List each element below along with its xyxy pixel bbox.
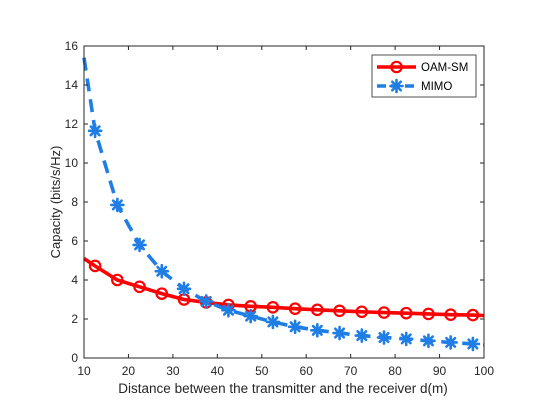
x-tick-label: 70 [344,364,358,378]
x-axis-label: Distance between the transmitter and the… [118,381,447,396]
data-point-mimo [443,335,458,350]
y-tick-label: 16 [65,39,79,53]
legend-entry-oam-sm: OAM-SM [377,60,468,74]
x-tick-label: 100 [474,364,494,378]
y-tick-label: 0 [71,351,78,365]
x-tick-label: 30 [166,364,180,378]
legend-label-oam-sm: OAM-SM [421,62,468,74]
y-tick-label: 10 [65,156,79,170]
data-point-oam-sm [422,307,435,321]
data-point-mimo [376,330,392,345]
data-point-mimo [110,197,125,213]
data-point-oam-sm [133,280,146,294]
legend-marker-oam-sm [390,60,403,74]
data-point-mimo [310,323,325,338]
data-point-oam-sm [466,308,480,322]
data-point-oam-sm [288,302,302,315]
data-point-mimo [198,294,214,309]
data-point-mimo [465,336,481,352]
data-point-mimo [421,333,436,349]
x-tick-label: 40 [211,364,225,378]
y-tick-label: 8 [71,195,78,209]
data-point-oam-sm [355,305,369,319]
y-tick-label: 6 [71,234,78,248]
data-point-mimo [287,319,303,335]
legend-label-mimo: MIMO [421,81,452,93]
data-point-oam-sm [311,303,324,317]
data-point-mimo [265,314,281,330]
data-point-oam-sm [399,306,413,320]
data-point-mimo [132,237,147,253]
x-tick-label: 10 [77,364,91,378]
legend: OAM-SM MIMO [371,54,477,98]
y-tick-label: 4 [71,273,78,287]
data-point-mimo [221,302,236,318]
legend-marker-mimo [389,78,404,94]
x-tick-label: 90 [433,364,447,378]
data-point-mimo [354,328,370,343]
x-tick-label: 80 [388,364,402,378]
data-point-mimo [332,325,347,341]
data-point-mimo [176,281,192,297]
x-tick-label: 60 [300,364,314,378]
y-axis-label: Capacity (bits/s/Hz) [48,146,63,259]
legend-entry-mimo: MIMO [377,78,452,94]
data-point-mimo [87,123,103,139]
data-point-mimo [398,331,414,347]
data-point-oam-sm [444,308,457,322]
series-line-oam-sm [83,257,485,318]
x-tick-label: 20 [122,364,136,378]
plot-area [84,46,484,358]
y-tick-label: 2 [71,312,78,326]
data-point-mimo [154,263,170,279]
data-point-oam-sm [155,287,169,300]
x-tick-label: 50 [255,364,269,378]
y-tick-label: 12 [65,117,79,131]
series-layer [82,57,485,352]
data-point-mimo [243,308,258,324]
data-point-oam-sm [111,273,124,287]
legend-box [371,54,477,98]
axes-layer: 10 20 30 40 50 60 70 80 90 100 0 2 4 6 8 10 12 14 16 [65,39,495,378]
data-point-oam-sm [377,306,391,319]
data-point-oam-sm [88,259,102,273]
data-point-oam-sm [266,300,280,314]
data-point-oam-sm [333,304,346,318]
y-tick-label: 14 [65,78,79,92]
